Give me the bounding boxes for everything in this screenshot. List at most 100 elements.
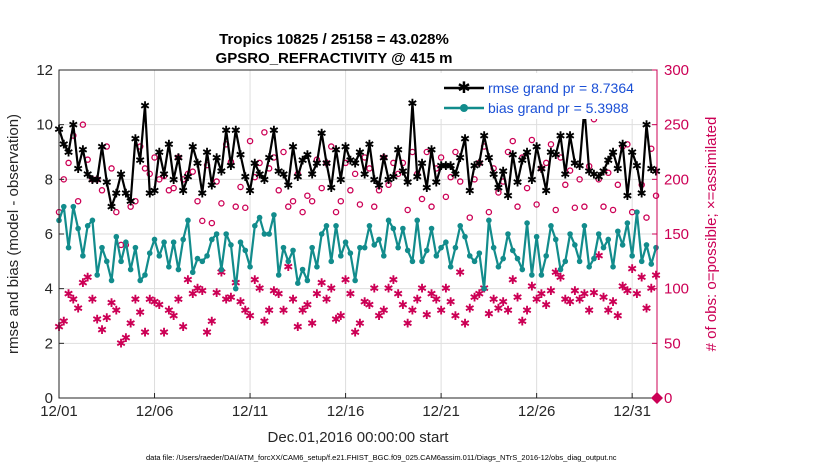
rmse-point: ✱ — [393, 143, 403, 157]
x-tick-label: 12/26 — [518, 403, 556, 420]
obs-assimilated-point: ✱ — [603, 304, 613, 318]
bias-point — [466, 253, 473, 259]
obs-assimilated-point: ✱ — [264, 304, 274, 318]
obs-possible-point — [614, 181, 622, 189]
rmse-point: ✱ — [302, 148, 312, 162]
bias-point — [113, 233, 120, 240]
bias-point — [80, 253, 86, 259]
obs-possible-point — [447, 173, 454, 181]
bias-point — [543, 253, 549, 259]
obs-assimilated-point: ✱ — [508, 273, 518, 287]
rmse-point: ✱ — [441, 159, 451, 173]
rmse-point: ✱ — [231, 124, 241, 138]
obs-assimilated-point: ✱ — [584, 304, 594, 318]
bias-point — [629, 253, 635, 259]
rmse-point: ✱ — [169, 173, 179, 187]
rmse-point: ✱ — [632, 159, 642, 173]
obs-possible-point — [127, 203, 134, 210]
obs-assimilated-point: ✱ — [283, 260, 293, 274]
y-right-tick-label: 50 — [664, 335, 681, 352]
obs-possible-point — [170, 184, 177, 192]
obs-possible-point — [218, 200, 225, 207]
obs-assimilated-point: ✱ — [393, 287, 403, 301]
rmse-point: ✱ — [92, 173, 102, 187]
obs-assimilated-point: ✱ — [240, 304, 250, 318]
rmse-point: ✱ — [212, 151, 222, 165]
bias-point — [376, 236, 382, 243]
bias-point — [423, 247, 430, 254]
bias-point — [185, 217, 191, 224]
y-tick-label: 0 — [45, 390, 53, 407]
rmse-point: ✱ — [465, 184, 475, 198]
rmse-point: ✱ — [274, 165, 284, 179]
obs-assimilated-point: ✱ — [503, 304, 513, 318]
rmse-point: ✱ — [97, 140, 107, 154]
obs-possible-point — [98, 187, 106, 194]
obs-possible-point — [237, 183, 244, 191]
bias-point — [371, 242, 378, 248]
rmse-point: ✱ — [126, 195, 136, 209]
obs-assimilated-point: ✱ — [407, 304, 417, 318]
rmse-point: ✱ — [278, 167, 288, 181]
y-tick-label: 12 — [36, 62, 53, 79]
obs-assimilated-point: ✱ — [317, 276, 327, 290]
bias-point — [643, 242, 650, 248]
obs-possible-point — [189, 168, 196, 175]
obs-assimilated-point: ✱ — [278, 304, 288, 318]
obs-possible-point — [576, 176, 583, 183]
obs-assimilated-point: ✱ — [178, 320, 188, 334]
rmse-point: ✱ — [388, 170, 398, 184]
obs-assimilated-point: ✱ — [441, 282, 451, 296]
obs-assimilated-point: ✱ — [111, 304, 121, 318]
bias-point — [314, 264, 320, 270]
bias-point — [591, 255, 597, 262]
rmse-point: ✱ — [188, 140, 198, 154]
bias-point — [228, 242, 234, 248]
obs-assimilated-point: ✱ — [269, 284, 279, 298]
rmse-point: ✱ — [646, 162, 656, 176]
obs-possible-point — [643, 214, 650, 221]
rmse-point: ✱ — [594, 170, 604, 184]
bias-point — [118, 258, 124, 265]
obs-assimilated-point: ✱ — [641, 301, 651, 315]
obs-assimilated-point: ✱ — [235, 295, 245, 309]
rmse-point: ✱ — [598, 165, 608, 179]
data-file-footnote: data file: /Users/raeder/DAI/ATM_forcXX/… — [146, 453, 617, 462]
obs-possible-point — [571, 204, 579, 212]
bias-point — [452, 244, 459, 251]
bias-point — [519, 266, 526, 273]
legend-bias-marker — [460, 104, 468, 112]
obs-assimilated-point: ✱ — [97, 323, 107, 337]
bias-point — [89, 217, 96, 224]
obs-possible-point — [423, 148, 431, 156]
obs-assimilated-point: ✱ — [226, 290, 236, 304]
rmse-point: ✱ — [173, 151, 183, 165]
obs-assimilated-point: ✱ — [546, 284, 556, 298]
obs-possible-point — [199, 217, 206, 225]
bias-point — [476, 250, 483, 256]
rmse-point: ✱ — [312, 156, 322, 170]
rmse-point: ✱ — [474, 156, 484, 170]
bias-point — [70, 203, 77, 210]
obs-assimilated-point: ✱ — [202, 325, 212, 339]
bias-point — [142, 272, 148, 278]
rmse-point: ✱ — [159, 167, 169, 181]
obs-possible-point — [452, 148, 459, 156]
rmse-point: ✱ — [68, 118, 78, 132]
bias-point — [567, 231, 573, 237]
rmse-point: ✱ — [121, 187, 131, 201]
bias-point — [108, 277, 115, 284]
obs-assimilated-point: ✱ — [431, 293, 441, 307]
y-right-tick-label: 250 — [664, 117, 689, 134]
obs-assimilated-point: ✱ — [92, 312, 102, 326]
rmse-point: ✱ — [73, 162, 83, 176]
rmse-point: ✱ — [575, 159, 585, 173]
chart-subtitle: GPSRO_REFRACTIVITY @ 415 m — [216, 50, 453, 67]
obs-assimilated-point: ✱ — [369, 282, 379, 296]
obs-assimilated-point: ✱ — [102, 311, 112, 325]
rmse-point: ✱ — [102, 176, 112, 190]
y-tick-label: 4 — [45, 281, 53, 298]
obs-assimilated-point: ✱ — [589, 286, 599, 300]
y-right-tick-label: 150 — [664, 226, 689, 243]
obs-assimilated-point: ✱ — [517, 314, 527, 328]
